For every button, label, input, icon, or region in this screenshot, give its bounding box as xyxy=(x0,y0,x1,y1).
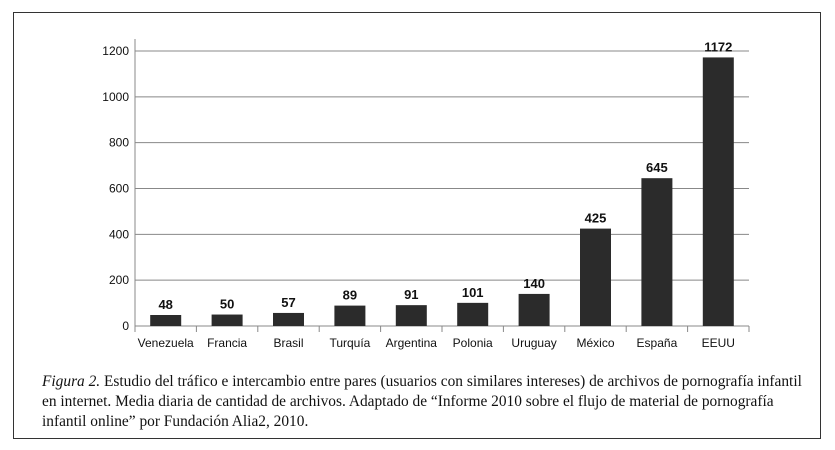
x-tick-label: España xyxy=(637,336,678,350)
data-label: 140 xyxy=(523,276,545,291)
x-tick-label: México xyxy=(576,336,614,350)
data-label: 645 xyxy=(646,160,668,175)
bar xyxy=(273,312,304,326)
bar xyxy=(334,305,366,326)
figure-frame xyxy=(13,12,821,439)
x-tick-label: Argentina xyxy=(386,336,438,350)
data-label: 48 xyxy=(158,297,172,312)
data-label: 57 xyxy=(281,295,295,310)
data-label: 425 xyxy=(585,211,607,226)
bar xyxy=(641,178,673,326)
y-tick-label: 400 xyxy=(109,227,129,241)
x-tick-label: Venezuela xyxy=(138,336,194,350)
y-tick-label: 1200 xyxy=(102,44,129,58)
bar xyxy=(457,302,489,326)
data-label: 89 xyxy=(343,288,357,303)
x-tick-label: Turquía xyxy=(329,336,370,350)
data-label: 1172 xyxy=(704,39,732,54)
x-tick-label: EEUU xyxy=(702,336,735,350)
bar xyxy=(702,57,734,327)
y-tick-label: 1000 xyxy=(102,90,129,104)
bar xyxy=(580,228,611,326)
figure-caption: Figura 2. Estudio del tráfico e intercam… xyxy=(42,372,812,432)
x-tick-label: Francia xyxy=(207,336,247,350)
caption-label: Figura 2. xyxy=(42,373,101,390)
x-tick-label: Polonia xyxy=(453,336,493,350)
x-tick-label: Brasil xyxy=(273,336,303,350)
x-tick-label: Uruguay xyxy=(511,336,556,350)
bar xyxy=(150,315,182,326)
y-tick-label: 800 xyxy=(109,136,129,150)
y-tick-label: 0 xyxy=(122,319,129,333)
data-label: 50 xyxy=(220,297,234,312)
caption-text: Estudio del tráfico e intercambio entre … xyxy=(42,373,802,430)
data-label: 101 xyxy=(462,285,484,300)
bar xyxy=(395,305,427,326)
bar xyxy=(211,314,243,326)
bar xyxy=(518,293,550,326)
y-tick-label: 600 xyxy=(109,182,129,196)
data-label: 91 xyxy=(404,287,418,302)
y-tick-label: 200 xyxy=(109,273,129,287)
